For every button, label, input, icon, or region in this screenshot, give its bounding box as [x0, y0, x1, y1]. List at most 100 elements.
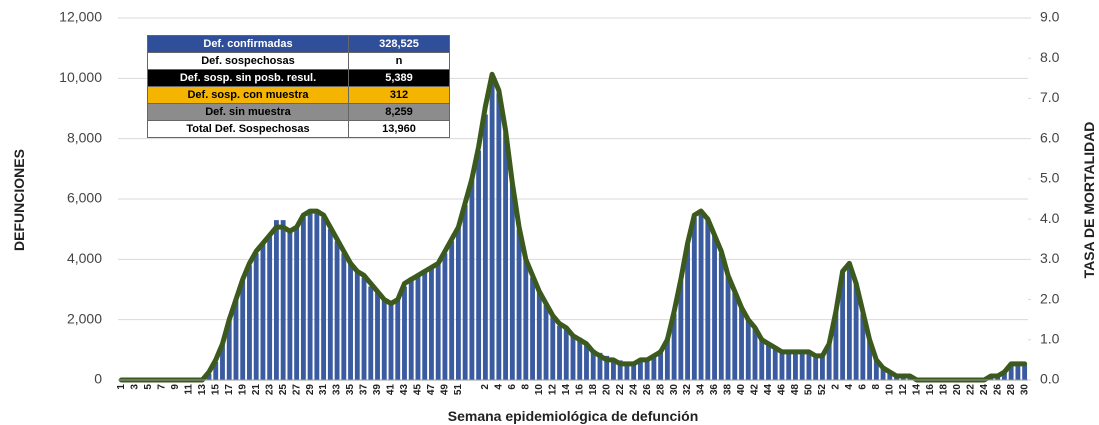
x-tick-label: 36: [709, 384, 720, 396]
x-tick-label: 12: [898, 384, 909, 396]
x-tick-label: 7: [156, 384, 167, 390]
bar: [220, 343, 225, 380]
bar: [408, 277, 414, 380]
bar: [604, 355, 610, 380]
row-value: 13,960: [348, 120, 450, 138]
x-tick-label: 27: [291, 384, 302, 396]
bar: [873, 358, 879, 380]
table-row: Def. sosp. con muestra 312: [147, 86, 450, 104]
y-tick-label: 6,000: [67, 190, 102, 206]
x-tick-label: 4: [844, 384, 855, 390]
x-tick-label: 14: [911, 384, 922, 396]
row-label: Def. sin muestra: [147, 103, 349, 121]
x-tick-label: 6: [507, 384, 518, 390]
y2-tick-label: 6.0: [1040, 129, 1060, 145]
bar: [341, 253, 347, 380]
bar: [860, 313, 866, 380]
bar: [846, 262, 852, 380]
bar: [435, 262, 441, 380]
bar: [644, 358, 650, 380]
bar: [314, 211, 320, 380]
x-tick-label: 11: [183, 384, 194, 395]
x-tick-label: 25: [278, 384, 289, 396]
bar: [233, 298, 239, 380]
bar: [1022, 363, 1028, 380]
bar: [584, 343, 589, 380]
bar: [260, 244, 266, 380]
x-tick-label: 44: [763, 384, 774, 396]
bar: [900, 376, 906, 380]
x-tick-label: 26: [642, 384, 653, 396]
x-tick-label: 28: [655, 384, 666, 396]
x-tick-label: 33: [332, 384, 343, 396]
bar: [1001, 370, 1007, 380]
x-tick-label: 31: [318, 384, 329, 396]
bar: [449, 241, 455, 380]
bar: [799, 351, 805, 380]
x-tick-label: 9: [170, 384, 181, 390]
bar: [577, 337, 583, 380]
bar: [651, 355, 657, 380]
x-tick-label: 3: [129, 384, 140, 390]
row-label: Def. confirmadas: [147, 35, 349, 53]
bar: [678, 280, 684, 380]
bar: [536, 292, 542, 380]
bar: [402, 286, 407, 380]
bar: [786, 351, 792, 380]
bar: [550, 316, 556, 380]
y-tick-label: 4,000: [67, 250, 102, 266]
x-tick-label: 37: [359, 384, 370, 396]
row-value: 8,259: [348, 103, 450, 121]
x-tick-label: 24: [628, 384, 639, 396]
x-tick-label: 30: [669, 384, 680, 396]
bar: [253, 253, 259, 380]
bar: [617, 360, 623, 380]
bar: [1015, 363, 1021, 380]
bar: [455, 226, 461, 380]
bar: [779, 349, 785, 380]
x-tick-label: 50: [804, 384, 815, 396]
bar: [840, 271, 846, 380]
bar: [739, 307, 744, 380]
x-tick-label: 18: [938, 384, 949, 396]
x-tick-label: 30: [1019, 384, 1030, 396]
bar: [833, 310, 839, 380]
bar: [503, 132, 509, 380]
bar: [637, 360, 643, 380]
x-tick-label: 47: [426, 384, 437, 396]
x-tick-label: 10: [884, 384, 895, 396]
row-value: 5,389: [348, 69, 450, 87]
bar: [570, 334, 576, 380]
x-tick-label: 51: [453, 384, 464, 396]
bar: [327, 229, 333, 380]
row-label: Def. sosp. sin posb. resul.: [147, 69, 349, 87]
table-row: Def. sosp. sin posb. resul. 5,389: [147, 69, 450, 87]
bar: [422, 271, 428, 380]
bar: [354, 271, 360, 380]
table-row: Def. sin muestra 8,259: [147, 103, 450, 121]
y2-tick-label: 9.0: [1040, 9, 1060, 25]
x-tick-label: 14: [561, 384, 572, 396]
bar: [624, 361, 630, 380]
x-tick-label: 46: [777, 384, 788, 396]
bar: [813, 354, 819, 380]
bar: [732, 292, 738, 380]
x-tick-label: 42: [750, 384, 761, 396]
bar: [240, 280, 246, 380]
y-tick-label: 12,000: [59, 9, 102, 25]
bar: [752, 328, 758, 380]
x-tick-label: 13: [197, 384, 208, 396]
bar: [658, 349, 664, 380]
bar: [280, 220, 286, 380]
x-tick-label: 38: [723, 384, 734, 396]
bar: [307, 211, 313, 380]
bar: [206, 373, 212, 380]
y-axis-label: DEFUNCIONES: [11, 149, 27, 251]
x-tick-label: 1: [116, 384, 127, 390]
bar: [395, 298, 401, 380]
x-tick-label: 43: [399, 384, 410, 396]
x-tick-label: 8: [520, 384, 531, 390]
bar: [671, 313, 677, 380]
bar: [543, 304, 549, 380]
bar: [375, 292, 380, 380]
